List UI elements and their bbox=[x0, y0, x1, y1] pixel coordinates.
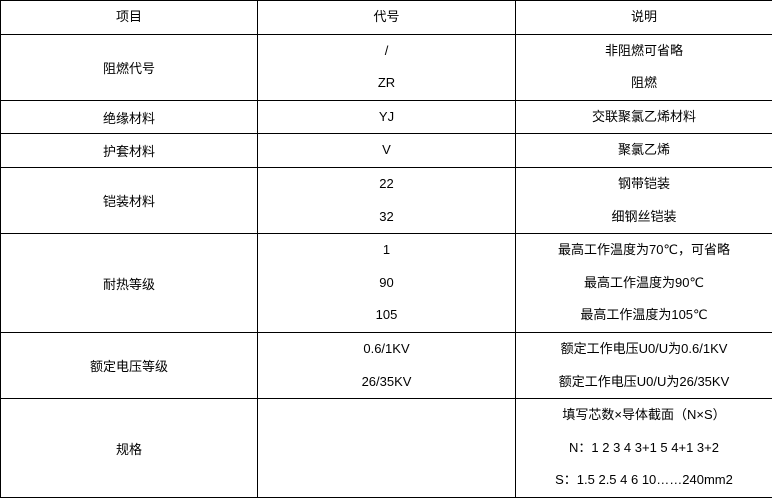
header-code: 代号 bbox=[258, 1, 516, 35]
desc-cell: 聚氯乙烯 bbox=[516, 134, 772, 168]
code-cell: YJ bbox=[258, 100, 516, 134]
desc-value: 非阻燃可省略 bbox=[516, 35, 772, 68]
code-value: 105 bbox=[258, 299, 515, 332]
code-value: YJ bbox=[258, 101, 515, 134]
header-item: 项目 bbox=[1, 1, 258, 35]
desc-value: S：1.5 2.5 4 6 10……240mm2 bbox=[516, 464, 772, 497]
desc-value: 聚氯乙烯 bbox=[516, 134, 772, 167]
header-desc: 说明 bbox=[516, 1, 772, 35]
item-cell: 规格 bbox=[1, 399, 258, 498]
code-value: V bbox=[258, 134, 515, 167]
code-value: 90 bbox=[258, 267, 515, 300]
code-value: 32 bbox=[258, 201, 515, 234]
code-value: ZR bbox=[258, 67, 515, 100]
desc-cell: 非阻燃可省略阻燃 bbox=[516, 34, 772, 100]
item-cell: 护套材料 bbox=[1, 134, 258, 168]
code-value: 26/35KV bbox=[258, 366, 515, 399]
desc-value: 最高工作温度为105℃ bbox=[516, 299, 772, 332]
code-cell bbox=[258, 399, 516, 498]
desc-cell: 钢带铠装细钢丝铠装 bbox=[516, 167, 772, 233]
desc-value: 细钢丝铠装 bbox=[516, 201, 772, 234]
code-value: 1 bbox=[258, 234, 515, 267]
code-value: 22 bbox=[258, 168, 515, 201]
desc-value: 最高工作温度为90℃ bbox=[516, 267, 772, 300]
desc-value: 钢带铠装 bbox=[516, 168, 772, 201]
desc-value: 交联聚氯乙烯材料 bbox=[516, 101, 772, 134]
desc-value: 最高工作温度为70℃，可省略 bbox=[516, 234, 772, 267]
desc-cell: 交联聚氯乙烯材料 bbox=[516, 100, 772, 134]
header-row: 项目 代号 说明 bbox=[1, 1, 772, 35]
item-cell: 阻燃代号 bbox=[1, 34, 258, 100]
item-cell: 耐热等级 bbox=[1, 234, 258, 333]
code-value: 0.6/1KV bbox=[258, 333, 515, 366]
code-value: / bbox=[258, 35, 515, 68]
code-cell: /ZR bbox=[258, 34, 516, 100]
desc-value: 额定工作电压U0/U为26/35KV bbox=[516, 366, 772, 399]
item-cell: 绝缘材料 bbox=[1, 100, 258, 134]
item-cell: 铠装材料 bbox=[1, 167, 258, 233]
desc-value: 阻燃 bbox=[516, 67, 772, 100]
code-cell: V bbox=[258, 134, 516, 168]
desc-value: 填写芯数×导体截面（N×S） bbox=[516, 399, 772, 432]
item-cell: 额定电压等级 bbox=[1, 332, 258, 398]
desc-value: N：1 2 3 4 3+1 5 4+1 3+2 bbox=[516, 432, 772, 465]
desc-value: 额定工作电压U0/U为0.6/1KV bbox=[516, 333, 772, 366]
